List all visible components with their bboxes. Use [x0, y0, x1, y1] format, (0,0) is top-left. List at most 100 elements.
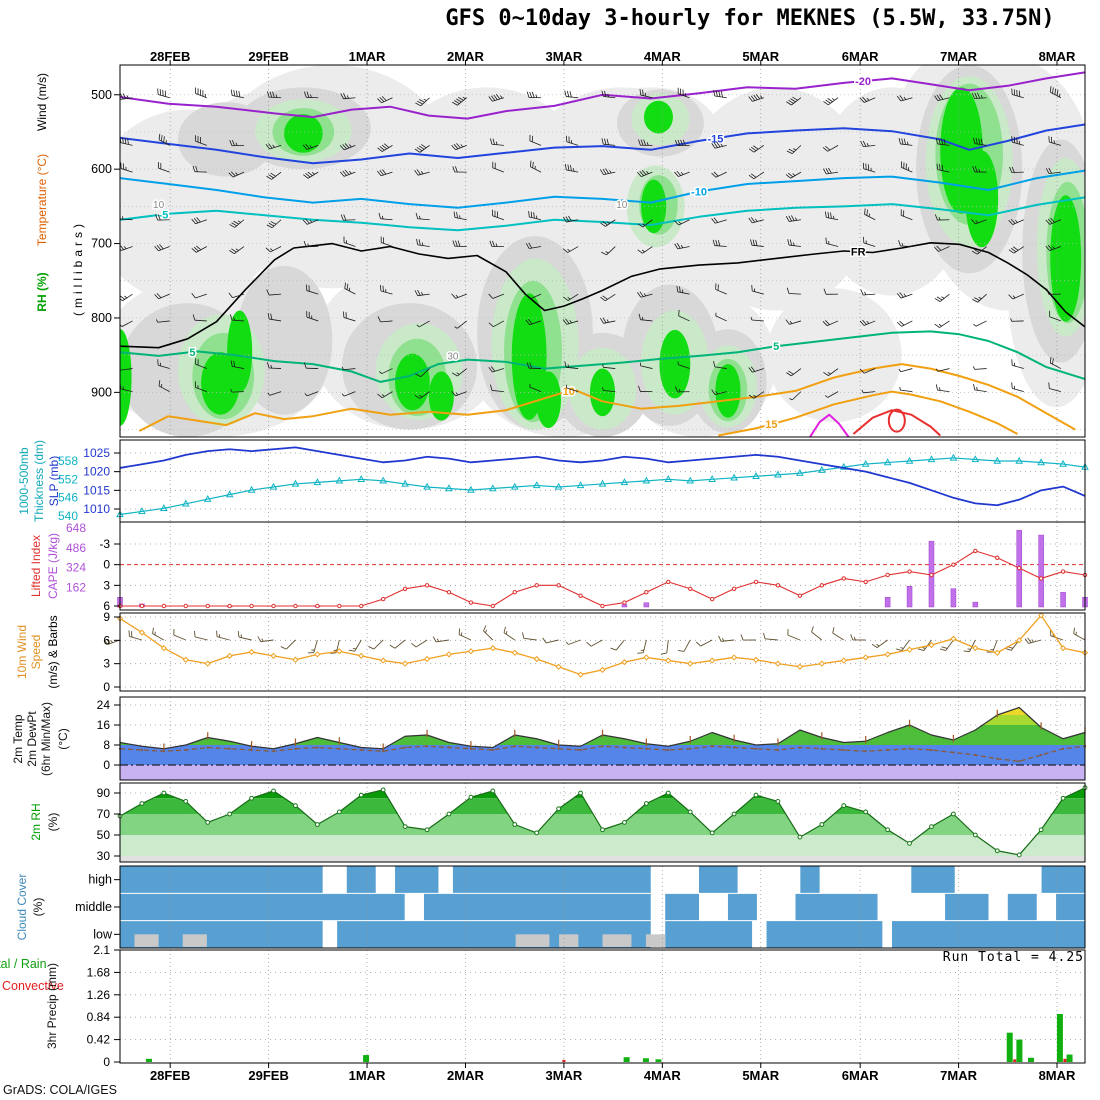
axis-title: Cloud Cover — [15, 874, 29, 941]
day-label-top: 5MAR — [742, 49, 779, 64]
upper-wind-barbs — [120, 86, 1062, 401]
tick-label: 0.84 — [87, 1010, 111, 1024]
axis-title: Thickness (dm) — [32, 440, 46, 522]
day-label-bottom: 28FEB — [150, 1068, 190, 1083]
rh-line — [117, 785, 1088, 858]
contour-label-5: 5 — [189, 347, 195, 359]
li-cape-frame — [119, 521, 1086, 611]
cape-bars — [117, 529, 1088, 608]
tick-label: 6 — [103, 599, 110, 613]
freezing-level-label: FR — [851, 247, 866, 259]
day-label-top: 8MAR — [1039, 49, 1076, 64]
rh2m-panel: 90 70 50 30 — [97, 783, 1088, 863]
tick-label: 8 — [103, 738, 110, 752]
day-label-bottom: 8MAR — [1039, 1068, 1076, 1083]
tick-label: 9 — [103, 610, 110, 624]
tick-label: 1.26 — [87, 988, 111, 1002]
grads-credit: GrADS: COLA/IGES — [3, 1083, 117, 1097]
tick-label: 540 — [58, 509, 78, 523]
day-label-bottom: 29FEB — [248, 1068, 288, 1083]
precip-bars — [145, 1014, 1073, 1062]
tick-label: 24 — [97, 698, 111, 712]
axis-title: Wind (m/s) — [35, 73, 49, 131]
axis-title: Lifted Index — [29, 535, 43, 597]
rh2m-frame — [119, 782, 1086, 863]
axis-title: 10m Wind — [15, 625, 29, 679]
tick-label: 0 — [103, 1055, 110, 1069]
surface-wind-barbs — [103, 625, 1086, 655]
day-label-top: 3MAR — [545, 49, 582, 64]
axis-title: 3hr Precip (mm) — [45, 963, 59, 1049]
cloud-cover-panel: high middle low — [75, 866, 1085, 948]
day-label-top: 7MAR — [940, 49, 977, 64]
wind10m-panel: 9 6 3 0 — [103, 610, 1089, 694]
chart-title: GFS 0~10day 3-hourly for MEKNES (5.5W, 3… — [445, 6, 1055, 31]
axis-title: (%) — [31, 898, 45, 917]
tick-label: 70 — [97, 807, 111, 821]
axis-title: SLP (mb) — [47, 456, 61, 506]
tick-label: -3 — [99, 537, 110, 551]
precip-panel: 2.1 1.68 1.26 0.84 0.42 0 Total / Rain Convecti… — [0, 943, 1085, 1069]
axis-title: 2m RH — [29, 803, 43, 840]
tick-label: 0.42 — [87, 1033, 111, 1047]
tick-label: 2.1 — [93, 943, 110, 957]
tick-label: 162 — [66, 580, 86, 594]
contour-label--10: -10 — [691, 186, 707, 198]
rh-base-strip — [120, 856, 1085, 862]
wind10m-frame — [119, 612, 1086, 692]
cloud-frame — [119, 865, 1086, 949]
temp-dew-panel: 24 16 8 0 — [97, 697, 1087, 780]
axis-title: (millibars) — [71, 220, 85, 316]
slp-thickness-panel: 1025 1020 1015 1010 558 552 546 540 — [58, 440, 1089, 523]
precip-frame — [119, 949, 1086, 1064]
day-label-bottom: 6MAR — [842, 1068, 879, 1083]
run-total-label: Run Total = 4.25 — [942, 950, 1084, 965]
slp-line — [119, 446, 1086, 507]
lifted-index-line — [117, 548, 1088, 609]
contour-label--20: -20 — [855, 76, 871, 88]
tick-label: 3 — [103, 657, 110, 671]
day-label-bottom: 1MAR — [349, 1068, 386, 1083]
precip-legend-convective: Convective — [2, 979, 64, 993]
tick-label: 1025 — [83, 446, 110, 460]
tick-label: 558 — [58, 454, 78, 468]
day-label-top: 6MAR — [842, 49, 879, 64]
cloud-row-label: high — [88, 873, 112, 887]
tick-label: 700 — [91, 237, 112, 251]
tick-label: 900 — [91, 385, 112, 399]
axis-title: 2m Temp — [11, 714, 25, 763]
day-label-top: 1MAR — [349, 49, 386, 64]
tick-label: 1020 — [83, 465, 110, 479]
axis-title: (%) — [46, 813, 60, 832]
day-label-bottom: 5MAR — [742, 1068, 779, 1083]
cloud-row-low — [120, 920, 1085, 948]
tick-label: 600 — [91, 162, 112, 176]
temp-dew-frame — [119, 696, 1086, 781]
day-label-top: 29FEB — [248, 49, 288, 64]
tick-label: 546 — [58, 491, 78, 505]
axis-title: (m/s) & Barbs — [46, 615, 60, 688]
tick-label: 552 — [58, 472, 78, 486]
tick-label: 6 — [103, 633, 110, 647]
tick-label: 1015 — [83, 483, 110, 497]
tick-label: 0 — [103, 558, 110, 572]
axis-title: (6hr Min/Max) — [39, 702, 53, 776]
axis-title: 1000-500mb — [17, 447, 31, 515]
tick-label: 324 — [66, 561, 86, 575]
tick-label: 648 — [66, 521, 86, 535]
tick-label: 90 — [97, 786, 111, 800]
li-cape-panel: -3 0 3 6 648 486 324 162 — [66, 521, 1088, 613]
day-label-bottom: 3MAR — [545, 1068, 582, 1083]
cloud-row-label: low — [93, 927, 113, 941]
axis-title: RH (%) — [35, 272, 49, 311]
contour-label-5: 5 — [773, 341, 779, 353]
thickness-markers — [116, 453, 1089, 518]
thickness-line — [119, 457, 1086, 516]
tick-label: 800 — [91, 311, 112, 325]
tick-label: 16 — [97, 718, 111, 732]
tick-label: 1010 — [83, 502, 110, 516]
axis-title: Speed — [29, 635, 43, 670]
